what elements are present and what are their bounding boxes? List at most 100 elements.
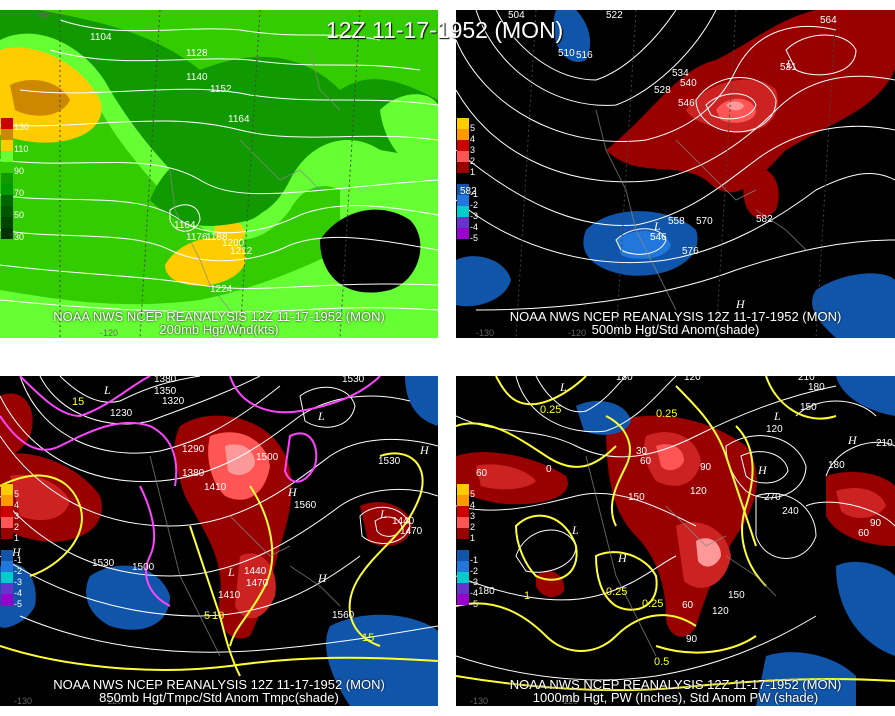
contour-label: 1500 (256, 452, 279, 463)
panel-caption-field: 850mb Hgt/Tmpc/Std Anom Tmpc(shade) (99, 690, 339, 705)
legend-label: 3 (470, 511, 476, 521)
contour-label: 546 (678, 98, 695, 109)
contour-label: 90 (870, 518, 882, 529)
contour-label: 150 (800, 402, 817, 413)
svg-text:H: H (287, 485, 298, 499)
contour-label: 1230 (110, 408, 133, 419)
contour-label: 60 (682, 600, 694, 611)
contour-label: 582 (460, 186, 477, 197)
legend-label: 70 (14, 188, 25, 198)
svg-text:L: L (571, 523, 579, 537)
contour-label: 150 (628, 492, 645, 503)
contour-label: 30 (636, 446, 648, 457)
svg-text:H: H (757, 463, 768, 477)
contour-label: 1128 (186, 48, 208, 59)
pw-label: 0.25 (642, 598, 664, 610)
svg-text:L: L (227, 565, 235, 579)
temp-label: 15 (72, 396, 85, 408)
contour-label: 180 (616, 376, 633, 383)
panel-500mb: L L H 5 4 3 2 1 -1 -2 -3 -4 -5 504 510 5… (456, 10, 895, 338)
legend-label: 4 (470, 500, 476, 510)
contour-label: 1320 (162, 396, 185, 407)
contour-label: 531 (780, 62, 797, 73)
contour-label: 120 (766, 424, 783, 435)
contour-label: 210 (798, 376, 815, 383)
contour-label: 1140 (186, 72, 208, 83)
contour-label: 504 (508, 10, 525, 21)
legend-label: -5 (470, 599, 479, 609)
svg-text:H: H (11, 545, 22, 559)
contour-label: 270 (764, 492, 781, 503)
panel-1000mb: L L H H H L 5 4 3 2 1 -1 -2 -3 -4 -5 180… (456, 376, 895, 706)
contour-label: 1440 (244, 566, 267, 577)
svg-text:L: L (379, 507, 387, 521)
pw-label: 0.25 (540, 404, 562, 416)
lon-label: -130 (14, 696, 33, 706)
contour-label: 1500 (132, 562, 155, 573)
svg-text:H: H (735, 297, 746, 311)
contour-label: 582 (756, 214, 773, 225)
contour-label: 546 (650, 232, 667, 243)
contour-label: 1530 (92, 558, 115, 569)
panel-caption-source: NOAA NWS NCEP REANALYSIS 12Z 11-17-1952 … (509, 677, 842, 692)
panel-850mb: L L H L L H H H 5 4 3 2 1 -1 -2 -3 -4 -5… (0, 376, 438, 706)
contour-label: 516 (576, 50, 593, 61)
lon-label: -120 (100, 328, 119, 338)
panel-caption-source: NOAA NWS NCEP REANALYSIS 12Z 11-17-1952 … (53, 677, 385, 692)
contour-label: 180 (478, 586, 495, 597)
temp-label: 10 (212, 610, 225, 622)
contour-label: 1104 (90, 32, 112, 43)
panel-200mb-map (0, 10, 438, 338)
contour-label: 540 (680, 78, 697, 89)
legend-label: 1 (470, 167, 476, 177)
legend-label: -5 (470, 233, 479, 243)
panel-850mb-map: L L H L L H H H (0, 376, 438, 706)
contour-label: 570 (696, 216, 713, 227)
panel-caption-field: 1000mb Hgt, PW (Inches), Std Anom PW (sh… (532, 690, 819, 705)
svg-text:L: L (317, 409, 325, 423)
panel-1000mb-map: L L H H H L (456, 376, 895, 706)
legend-std-anom (457, 484, 469, 605)
legend-label: 130 (14, 122, 30, 132)
legend-label: 5 (14, 489, 20, 499)
legend-label: 30 (14, 232, 25, 242)
legend-label: -3 (470, 577, 479, 587)
legend-label: 4 (470, 134, 476, 144)
legend-label: -1 (470, 189, 479, 199)
contour-label: 60 (476, 468, 488, 479)
contour-label: 1410 (204, 482, 227, 493)
legend-label: -4 (470, 222, 479, 232)
temp-label: 15 (362, 632, 375, 644)
contour-label: 528 (654, 85, 671, 96)
legend-label: -1 (14, 555, 23, 565)
svg-text:L: L (785, 57, 793, 71)
contour-label: 1176 (186, 232, 208, 243)
legend-label: 1 (470, 533, 476, 543)
lon-label: -130 (470, 696, 489, 706)
panel-500mb-map: L L H (456, 10, 895, 338)
contour-label: 120 (690, 486, 707, 497)
legend-label: -2 (14, 566, 23, 576)
legend-label: -3 (470, 211, 479, 221)
svg-text:L: L (559, 380, 567, 394)
contour-label: 1350 (154, 386, 177, 397)
pw-label: 1 (524, 590, 531, 602)
map-title: 12Z 11-17-1952 (MON) (326, 17, 564, 43)
lon-label: -60 (36, 10, 50, 20)
contour-label: 90 (700, 462, 712, 473)
lon-label: -130 (476, 328, 495, 338)
contour-label: 150 (728, 590, 745, 601)
lon-label: -120 (560, 696, 579, 706)
legend-label: 4 (14, 500, 20, 510)
contour-label: 0 (546, 464, 552, 475)
pw-label: 0.25 (656, 408, 678, 420)
contour-label: 90 (686, 634, 698, 645)
legend-label: -5 (14, 599, 23, 609)
contour-label: 180 (828, 460, 845, 471)
contour-label: 1470 (400, 526, 423, 537)
lon-label: -120 (104, 696, 123, 706)
contour-label: 60 (858, 528, 870, 539)
legend-label: 50 (14, 210, 25, 220)
panel-caption-source: NOAA NWS NCEP REANALYSIS 12Z 11-17-1952 … (53, 309, 385, 324)
contour-label: 1290 (182, 444, 205, 455)
